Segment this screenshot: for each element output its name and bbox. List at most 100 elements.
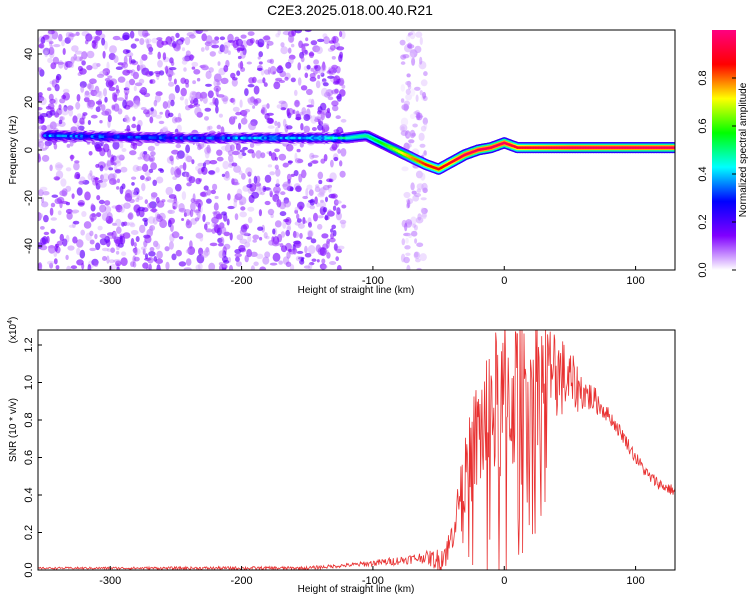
noise-blob <box>109 45 117 54</box>
noise-blob <box>186 32 195 37</box>
noise-blob <box>409 129 416 139</box>
noise-blob <box>266 103 270 109</box>
noise-blob <box>320 199 324 203</box>
noise-blob <box>321 78 327 83</box>
noise-blob <box>123 202 131 209</box>
noise-blob <box>304 72 309 79</box>
noise-blob <box>331 64 338 70</box>
noise-blob <box>307 245 316 254</box>
noise-blob <box>248 121 257 131</box>
noise-blob <box>200 47 205 52</box>
noise-blob <box>48 40 54 45</box>
noise-blob <box>287 222 291 230</box>
noise-blob <box>197 112 204 116</box>
noise-blob <box>129 150 137 156</box>
noise-blob <box>305 188 309 197</box>
noise-blob <box>246 248 253 258</box>
noise-blob <box>184 98 189 106</box>
noise-blob <box>38 43 45 49</box>
noise-blob <box>119 142 124 149</box>
noise-blob <box>154 70 161 75</box>
noise-blob <box>119 235 123 245</box>
noise-blob <box>137 156 142 160</box>
noise-blob <box>302 195 309 200</box>
noise-blob <box>233 199 238 209</box>
noise-blob <box>87 173 93 181</box>
noise-blob <box>139 38 145 45</box>
noise-blob <box>272 252 281 262</box>
noise-blob <box>330 159 334 168</box>
noise-blob <box>65 31 71 38</box>
noise-blob <box>295 255 302 262</box>
noise-blob <box>269 262 278 266</box>
noise-blob <box>61 39 65 47</box>
noise-blob <box>310 40 318 46</box>
noise-blob <box>278 260 284 265</box>
noise-blob <box>240 117 248 125</box>
noise-blob <box>339 30 343 38</box>
noise-blob <box>411 190 417 195</box>
noise-blob <box>137 196 144 201</box>
noise-blob <box>135 100 141 108</box>
noise-blob <box>98 199 105 205</box>
noise-blob <box>217 61 221 66</box>
noise-blob <box>282 181 291 191</box>
noise-blob <box>208 170 216 175</box>
noise-blob <box>182 162 187 171</box>
noise-blob <box>84 90 90 96</box>
noise-blob <box>218 250 226 259</box>
noise-blob <box>294 89 298 96</box>
snr-scale-label: (x104) <box>7 317 19 344</box>
noise-blob <box>410 88 416 97</box>
noise-blob <box>322 82 329 87</box>
noise-blob <box>247 149 255 154</box>
noise-blob <box>140 246 147 251</box>
noise-blob <box>68 108 73 117</box>
noise-blob <box>49 164 53 172</box>
noise-blob <box>291 30 296 37</box>
noise-blob <box>409 49 418 55</box>
noise-blob <box>233 165 242 173</box>
noise-blob <box>129 221 135 226</box>
noise-blob <box>216 81 221 86</box>
noise-blob <box>272 194 280 202</box>
noise-blob <box>296 213 300 220</box>
noise-blob <box>405 237 409 244</box>
noise-blob <box>106 159 112 167</box>
noise-blob <box>422 117 428 125</box>
noise-blob <box>231 162 238 167</box>
noise-blob <box>38 95 45 102</box>
noise-blob <box>78 125 85 131</box>
noise-blob <box>62 88 70 94</box>
noise-blob <box>79 56 83 62</box>
noise-blob <box>139 224 146 234</box>
noise-blob <box>173 78 177 85</box>
noise-blob <box>40 226 45 230</box>
noise-blob <box>319 247 327 257</box>
noise-blob <box>71 45 79 52</box>
noise-blob <box>149 247 155 252</box>
noise-blob <box>101 110 110 116</box>
noise-blob <box>183 267 192 270</box>
noise-blob <box>165 186 174 196</box>
noise-blob <box>95 176 99 186</box>
noise-blob <box>61 188 68 197</box>
noise-blob <box>310 160 319 164</box>
noise-blob <box>326 178 333 183</box>
noise-blob <box>333 76 338 82</box>
noise-blob <box>191 159 195 165</box>
noise-blob <box>212 183 218 191</box>
noise-blob <box>178 261 187 267</box>
noise-blob <box>66 143 71 148</box>
noise-blob <box>289 187 294 192</box>
noise-blob <box>309 72 316 79</box>
noise-blob <box>423 71 428 77</box>
noise-blob <box>133 95 141 105</box>
noise-blob <box>420 207 425 214</box>
noise-blob <box>319 201 326 209</box>
noise-blob <box>321 258 326 264</box>
noise-blob <box>102 68 111 76</box>
noise-blob <box>418 217 424 223</box>
noise-blob <box>234 213 239 221</box>
noise-blob <box>112 35 121 41</box>
